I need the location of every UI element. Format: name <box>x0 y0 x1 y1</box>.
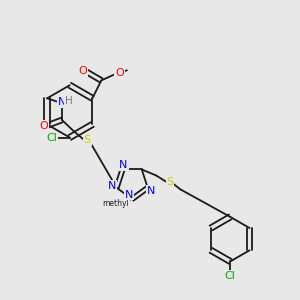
Text: S: S <box>167 177 174 187</box>
Text: S: S <box>84 135 91 145</box>
Text: N: N <box>58 97 66 107</box>
Text: N: N <box>146 186 155 196</box>
Text: N: N <box>108 181 116 191</box>
Text: O: O <box>115 68 124 78</box>
Text: N: N <box>119 160 128 170</box>
Text: Cl: Cl <box>225 271 236 281</box>
Text: methyl: methyl <box>102 199 129 208</box>
Text: H: H <box>65 96 73 106</box>
Text: N: N <box>125 190 134 200</box>
Text: Cl: Cl <box>46 133 57 142</box>
Text: O: O <box>79 66 88 76</box>
Text: O: O <box>40 121 48 131</box>
